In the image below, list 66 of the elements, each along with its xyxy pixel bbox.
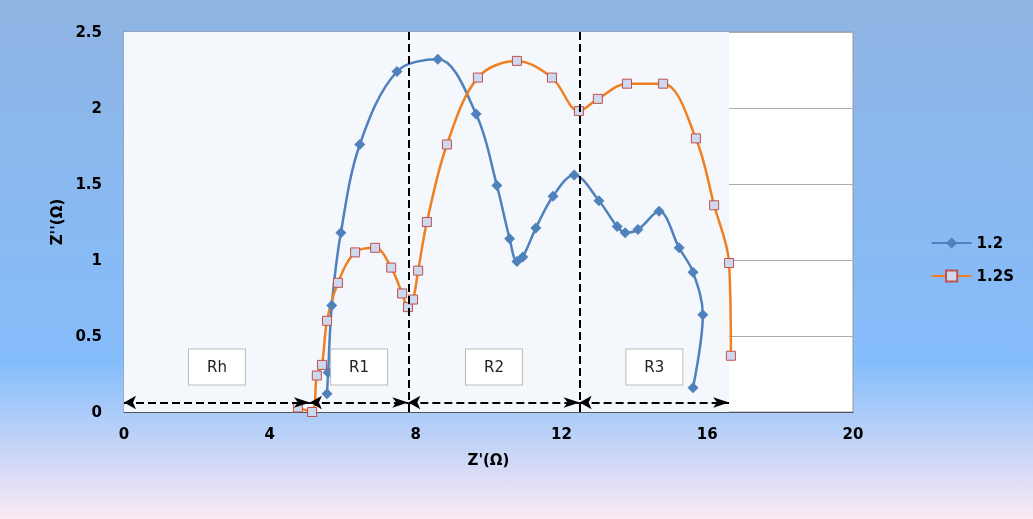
point — [326, 300, 338, 312]
y-tick-label: 2 — [91, 99, 102, 117]
point — [725, 350, 736, 361]
point — [397, 288, 408, 299]
y-tick-label: 0 — [91, 403, 102, 421]
point — [321, 388, 333, 400]
x-tick-label: 16 — [696, 424, 718, 443]
point — [350, 247, 361, 258]
x-tick-label: 20 — [842, 424, 864, 443]
y-tick-label: 1.5 — [75, 175, 102, 193]
point — [511, 55, 522, 66]
point — [632, 224, 644, 236]
point — [619, 227, 631, 239]
point — [511, 256, 523, 268]
point — [316, 359, 327, 370]
point — [408, 294, 419, 305]
point — [391, 66, 403, 78]
point — [413, 265, 424, 276]
point — [568, 169, 580, 181]
point — [592, 93, 603, 104]
x-tick-label: 4 — [264, 424, 276, 443]
point — [546, 72, 557, 83]
point — [354, 138, 366, 150]
point — [370, 242, 381, 253]
band-label: R2 — [483, 358, 504, 376]
point — [307, 407, 318, 417]
point — [547, 190, 559, 202]
point — [724, 258, 735, 269]
point — [687, 266, 699, 278]
point — [332, 277, 343, 288]
y-axis-title: Z''(Ω) — [48, 198, 67, 246]
point — [311, 370, 322, 381]
y-tick-label: 0.5 — [75, 327, 102, 345]
point — [658, 78, 669, 89]
point — [470, 108, 482, 120]
y-tick-label: 1 — [91, 251, 102, 269]
point — [335, 227, 347, 239]
point — [697, 309, 709, 321]
point — [491, 180, 503, 192]
band-label: R3 — [644, 358, 665, 376]
band-label: Rh — [206, 358, 227, 376]
point — [421, 217, 432, 227]
point — [611, 221, 623, 233]
x-tick-label: 8 — [410, 424, 421, 443]
point — [687, 382, 699, 394]
point — [622, 78, 633, 89]
point — [593, 195, 605, 207]
point — [690, 133, 701, 144]
point — [504, 233, 516, 245]
x-axis-title: Z'(Ω) — [467, 450, 510, 469]
point — [432, 53, 444, 65]
point — [530, 222, 542, 234]
x-tick-label: 0 — [118, 424, 130, 443]
band-label: R1 — [349, 358, 370, 376]
point — [472, 72, 483, 83]
point — [709, 200, 720, 211]
point — [517, 251, 529, 263]
point — [653, 205, 665, 217]
legend-label: 1.2S — [976, 267, 1015, 285]
y-tick-label: 2.5 — [75, 23, 102, 41]
x-tick-label: 12 — [550, 424, 572, 443]
point — [322, 315, 333, 326]
legend-label: 1.2 — [976, 234, 1004, 252]
point — [386, 262, 397, 273]
point — [441, 139, 452, 150]
point — [673, 242, 685, 254]
